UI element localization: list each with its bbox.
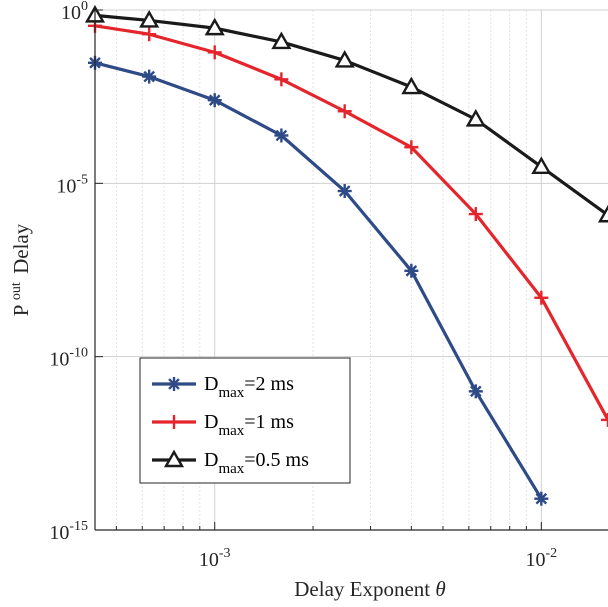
data-point <box>142 27 157 42</box>
marker-shape <box>163 449 185 468</box>
marker-shape <box>465 108 486 127</box>
ticks: 10-3 10-2 100 10-5 10-10 10-15 <box>49 0 557 571</box>
marker-stroke <box>168 378 180 390</box>
plot-lines <box>84 4 608 506</box>
x-axis-symbol: θ <box>435 577 445 601</box>
legend-item: Dmax=1 ms <box>152 411 294 439</box>
marker-shape <box>139 10 160 28</box>
data-point <box>337 184 352 199</box>
data-point <box>468 207 483 222</box>
marker-stroke <box>143 70 155 83</box>
data-point <box>334 50 355 68</box>
series-1 <box>88 55 549 506</box>
legend-marker <box>167 415 181 429</box>
marker-stroke <box>405 264 418 277</box>
data-point <box>139 10 160 28</box>
data-point <box>465 108 486 127</box>
marker-shape <box>597 204 608 223</box>
data-point <box>534 491 549 506</box>
data-point <box>274 128 289 143</box>
data-point <box>468 384 483 399</box>
data-point <box>404 140 419 155</box>
marker-stroke <box>275 129 288 142</box>
y-axis-label: P out Delay <box>1 223 33 316</box>
y-tick-label: 10-10 <box>49 346 88 371</box>
data-point <box>531 156 552 174</box>
y-tick-label: 10-5 <box>56 172 88 197</box>
data-point <box>401 76 422 95</box>
y-tick-label: 100 <box>61 0 88 24</box>
marker-shape <box>401 76 422 95</box>
data-point <box>271 31 292 50</box>
axes <box>94 10 608 531</box>
x-tick-label: 10-3 <box>199 546 231 571</box>
marker-shape <box>531 156 552 174</box>
marker-shape <box>271 31 292 50</box>
data-point <box>204 17 225 36</box>
marker-stroke <box>535 492 548 505</box>
marker-shape <box>334 50 355 68</box>
data-point <box>207 45 222 60</box>
series-line <box>94 61 543 500</box>
legend-marker <box>167 377 181 391</box>
y-tick-label: 10-15 <box>49 519 88 544</box>
x-tick-label: 10-2 <box>525 546 557 571</box>
legend-item: Dmax=0.5 ms <box>152 449 309 477</box>
series-3 <box>84 4 608 223</box>
legend: Dmax=2 ms Dmax=1 ms Dmax=0.5 ms <box>139 357 351 484</box>
marker-stroke <box>469 385 482 398</box>
data-point <box>142 69 157 84</box>
marker-stroke <box>208 94 221 107</box>
x-axis-label: Delay Exponent θ <box>294 577 445 601</box>
legend-label: Dmax=1 ms <box>204 411 294 439</box>
data-point <box>207 93 222 108</box>
data-point <box>404 263 419 278</box>
legend-marker <box>163 449 185 468</box>
data-point <box>601 412 608 427</box>
legend-item: Dmax=2 ms <box>152 373 294 401</box>
data-point <box>337 104 352 119</box>
marker-shape <box>204 17 225 36</box>
legend-label: Dmax=0.5 ms <box>204 449 309 477</box>
data-point <box>274 72 289 87</box>
data-point <box>597 204 608 223</box>
data-point <box>534 290 549 305</box>
legend-label: Dmax=2 ms <box>204 373 294 401</box>
marker-stroke <box>338 185 351 197</box>
